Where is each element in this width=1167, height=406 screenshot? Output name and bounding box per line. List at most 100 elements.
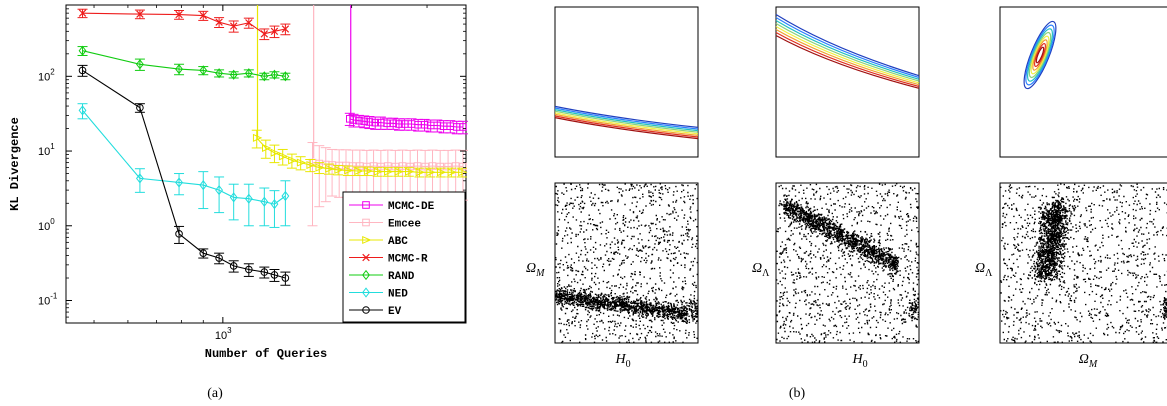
y-tick-label: 100 <box>38 217 55 233</box>
data-marker <box>354 166 364 176</box>
contour-level <box>554 113 699 136</box>
contour-level <box>775 22 920 82</box>
data-marker <box>252 133 263 142</box>
data-marker <box>229 192 238 203</box>
data-marker <box>281 190 290 202</box>
contour-level <box>775 25 920 84</box>
b-ylabel-col3: ΩΛ <box>975 261 993 279</box>
data-marker <box>447 168 457 177</box>
legend-item-ev: EV <box>349 306 402 318</box>
data-marker <box>229 22 238 30</box>
data-marker <box>260 196 269 207</box>
legend-label: Emcee <box>388 219 421 231</box>
data-marker <box>229 69 238 80</box>
data-marker <box>270 148 281 157</box>
data-marker <box>362 253 370 262</box>
contour-level <box>775 31 920 88</box>
y-tick-label: 101 <box>38 142 55 158</box>
data-marker <box>199 249 208 257</box>
contour-level <box>1027 28 1053 82</box>
data-marker <box>78 45 87 56</box>
data-marker <box>245 19 253 27</box>
contour-level <box>554 107 699 130</box>
legend-label: RAND <box>388 271 415 283</box>
b-xlabel-col3: ΩM <box>1079 352 1098 370</box>
data-marker <box>458 168 468 177</box>
data-marker <box>260 30 269 38</box>
series-mcmc-r <box>77 8 291 41</box>
series-rand <box>77 45 291 82</box>
series-abc <box>251 5 468 178</box>
data-marker <box>384 167 394 176</box>
y-axis-label: KL Divergence <box>8 117 22 211</box>
contour-lines-2 <box>775 13 920 89</box>
data-marker <box>135 59 144 70</box>
series-ned <box>77 103 291 228</box>
series-mcmc-de <box>344 5 468 135</box>
data-marker <box>78 105 87 116</box>
contour-level <box>554 105 699 128</box>
contour-panel-3 <box>999 6 1167 158</box>
data-marker <box>215 184 224 196</box>
subfigure-label-a: (a) <box>207 386 223 401</box>
data-marker <box>288 156 298 165</box>
b-ylabel-col2: ΩΛ <box>752 261 770 279</box>
data-marker <box>281 274 290 282</box>
legend-label: ABC <box>388 236 408 248</box>
data-marker <box>426 168 436 177</box>
data-marker <box>260 71 269 82</box>
data-marker <box>436 168 447 177</box>
data-marker <box>349 116 358 124</box>
legend-item-ned: NED <box>349 287 408 301</box>
data-marker <box>373 167 384 176</box>
legend-item-mcmc-r: MCMC-R <box>349 254 428 266</box>
data-marker <box>78 66 87 75</box>
data-marker <box>262 143 272 153</box>
panel-a-kl-divergence-chart: 10-1 100 101 102 103 Number of Queries KL Di… <box>8 4 468 361</box>
contour-level <box>554 112 699 135</box>
data-marker <box>428 162 437 170</box>
data-marker <box>421 162 429 171</box>
scatter-panel-1 <box>554 182 699 344</box>
x-tick-label: 103 <box>215 326 232 342</box>
data-marker <box>270 271 279 279</box>
series-ev <box>77 64 291 286</box>
legend-item-abc: ABC <box>349 235 408 248</box>
series-line <box>82 12 286 35</box>
data-marker <box>136 10 144 18</box>
data-marker <box>362 306 370 314</box>
data-marker <box>175 63 183 75</box>
data-marker <box>334 165 344 174</box>
data-marker <box>199 179 208 191</box>
data-marker <box>315 163 325 172</box>
data-marker <box>363 166 374 176</box>
data-marker <box>383 119 391 128</box>
contour-lines-3 <box>1023 20 1057 90</box>
data-marker <box>175 177 183 188</box>
data-marker <box>389 119 397 128</box>
contour-level <box>554 110 699 133</box>
data-marker <box>270 198 279 210</box>
contour-level <box>1032 39 1048 71</box>
data-marker <box>369 162 378 170</box>
series-line <box>82 50 286 77</box>
data-marker <box>395 120 403 128</box>
data-marker <box>281 25 290 33</box>
data-marker <box>135 173 144 184</box>
data-marker <box>405 167 415 176</box>
contour-panel-1 <box>554 6 699 158</box>
data-marker <box>459 162 467 171</box>
data-marker <box>281 71 290 82</box>
data-marker <box>325 164 335 173</box>
data-marker <box>215 254 223 262</box>
contour-level <box>1035 46 1045 64</box>
data-marker <box>415 168 425 177</box>
contour-level <box>1034 42 1046 68</box>
legend-item-rand: RAND <box>349 269 415 283</box>
data-marker <box>244 68 253 79</box>
data-marker <box>459 123 467 131</box>
data-marker <box>136 103 144 112</box>
data-marker <box>296 158 307 167</box>
legend-item-mcmc-de: MCMC-DE <box>349 201 435 213</box>
data-marker <box>175 10 183 19</box>
